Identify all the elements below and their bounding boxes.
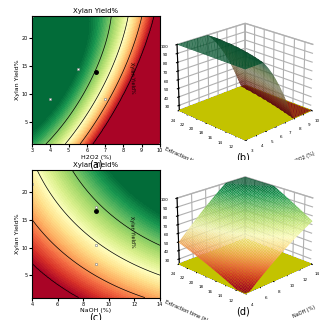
Title: Xylan Yield%: Xylan Yield% [73, 8, 119, 14]
Title: Xylan Yield%: Xylan Yield% [73, 162, 119, 168]
Text: (c): (c) [90, 313, 102, 320]
Y-axis label: Xylan Yield%: Xylan Yield% [15, 213, 20, 254]
Text: (b): (b) [236, 153, 250, 163]
Text: (a): (a) [89, 159, 103, 169]
Y-axis label: Extraction time (h): Extraction time (h) [164, 146, 209, 170]
X-axis label: NaOH (%): NaOH (%) [80, 308, 112, 313]
X-axis label: H2O2 (%): H2O2 (%) [292, 151, 316, 165]
Text: (d): (d) [236, 307, 250, 316]
Y-axis label: Xylan Yield%: Xylan Yield% [15, 60, 20, 100]
X-axis label: NaOH (%): NaOH (%) [292, 304, 316, 319]
X-axis label: H2O2 (%): H2O2 (%) [81, 155, 111, 160]
Y-axis label: Extraction time (h): Extraction time (h) [164, 300, 209, 320]
